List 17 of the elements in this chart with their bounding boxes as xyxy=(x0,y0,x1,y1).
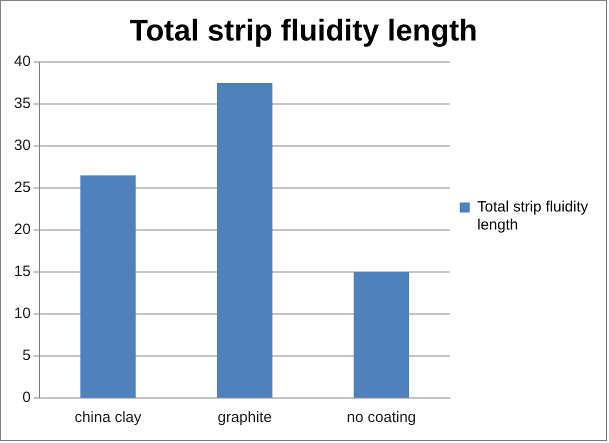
y-tick-label: 10 xyxy=(14,305,31,322)
bar xyxy=(354,272,410,398)
y-tick-label: 0 xyxy=(22,389,31,406)
bar xyxy=(217,83,272,398)
legend-label: Total strip fluidity length xyxy=(477,198,589,234)
y-tick-label: 25 xyxy=(14,179,31,196)
y-tick-label: 40 xyxy=(14,53,31,70)
y-tick-label: 35 xyxy=(14,95,31,112)
bar xyxy=(80,175,136,398)
chart-title: Total strip fluidity length xyxy=(130,14,478,48)
x-tick-label: no coating xyxy=(346,409,416,426)
y-tick-label: 20 xyxy=(14,221,31,238)
x-tick-label: china clay xyxy=(74,409,142,426)
x-tick-label: graphite xyxy=(218,409,272,426)
y-tick-label: 15 xyxy=(14,263,31,280)
y-tick-label: 5 xyxy=(22,347,31,364)
y-tick-label: 30 xyxy=(14,137,31,154)
